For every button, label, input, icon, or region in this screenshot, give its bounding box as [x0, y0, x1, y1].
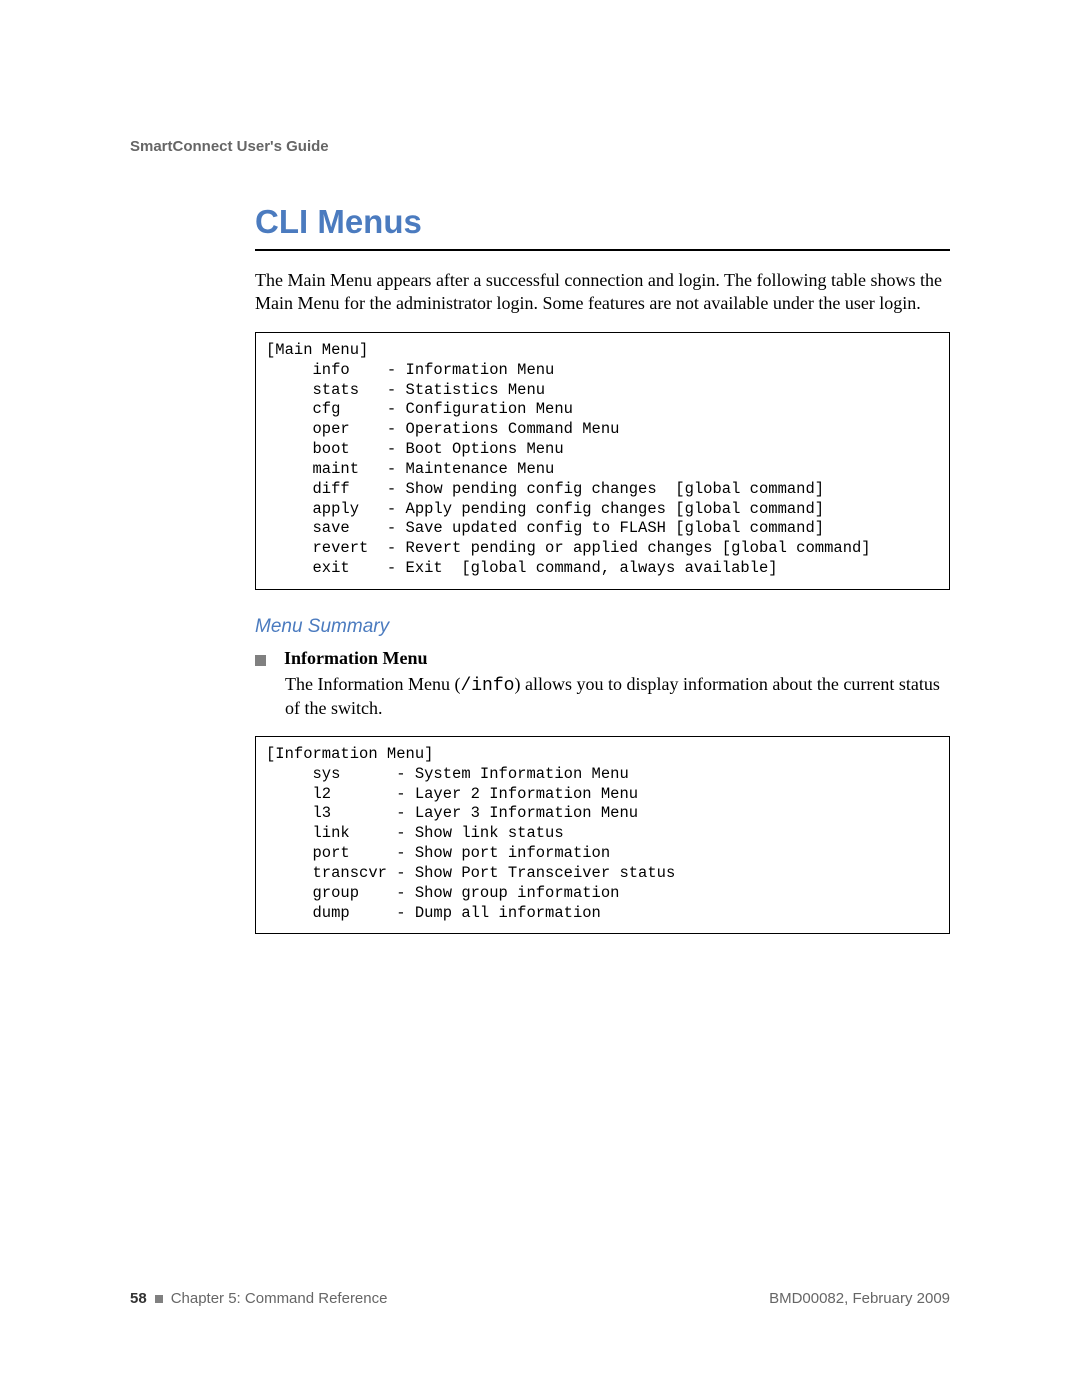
bullet-body-pre: The Information Menu (	[285, 674, 460, 694]
info-menu-bullet-title: Information Menu	[284, 648, 428, 669]
footer-docref: BMD00082, February 2009	[769, 1290, 950, 1307]
info-menu-bullet: Information Menu	[255, 648, 950, 669]
square-bullet-icon	[255, 655, 266, 666]
footer-separator-icon	[155, 1295, 163, 1303]
intro-paragraph: The Main Menu appears after a successful…	[255, 269, 950, 314]
info-menu-codebox: [Information Menu] sys - System Informat…	[255, 736, 950, 934]
info-menu-bullet-body: The Information Menu (/info) allows you …	[285, 673, 950, 720]
footer-page-number: 58	[130, 1290, 147, 1307]
bullet-body-mono: /info	[460, 676, 514, 696]
running-header: SmartConnect User's Guide	[130, 138, 950, 155]
footer-chapter: Chapter 5: Command Reference	[171, 1290, 388, 1307]
menu-summary-heading: Menu Summary	[255, 616, 950, 638]
footer-left: 58 Chapter 5: Command Reference	[130, 1290, 387, 1307]
page-content: SmartConnect User's Guide CLI Menus The …	[130, 138, 950, 934]
page-footer: 58 Chapter 5: Command Reference BMD00082…	[130, 1290, 950, 1307]
page-title: CLI Menus	[255, 203, 950, 241]
title-rule	[255, 249, 950, 251]
main-menu-codebox: [Main Menu] info - Information Menu stat…	[255, 332, 950, 590]
